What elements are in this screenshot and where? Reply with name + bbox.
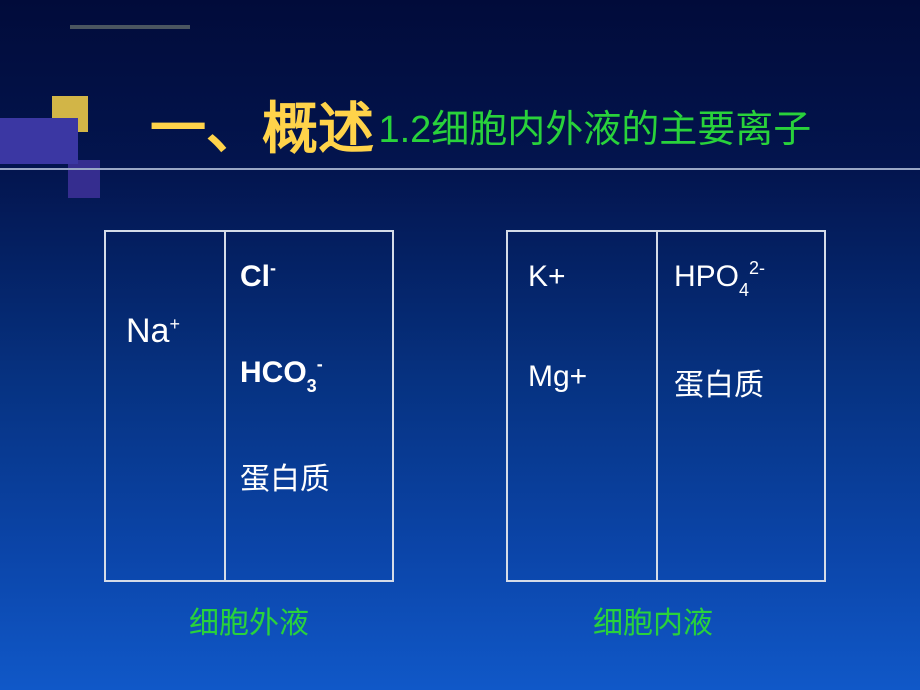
cell-cl-super: -: [270, 258, 276, 278]
cell-k-base: K+: [528, 260, 566, 293]
cell-na-super: +: [169, 314, 180, 334]
deco-purple-small: [68, 160, 100, 198]
table-extracellular: Na+ Cl- HCO3- 蛋白质: [104, 230, 394, 582]
deco-purple-rect: [0, 118, 78, 164]
table-right-divider: [656, 232, 658, 580]
slide: 一、概述 1.2细胞内外液的主要离子 Na+ Cl- HCO3- 蛋白质 细胞外…: [0, 0, 920, 690]
cell-hpo4-super: 2-: [749, 258, 765, 278]
table-left-divider: [224, 232, 226, 580]
cell-mg: Mg+: [528, 360, 587, 394]
caption-extracellular: 细胞外液: [164, 598, 334, 642]
cell-hco3: HCO3-: [240, 356, 323, 390]
cell-hpo4-base: HPO: [674, 260, 739, 293]
cell-protein-left: 蛋白质: [240, 454, 330, 498]
caption-intracellular: 细胞内液: [568, 598, 738, 642]
cell-hco3-super: -: [317, 354, 323, 374]
cell-hpo4-sub: 4: [739, 280, 749, 300]
table-intracellular: K+ Mg+ HPO42- 蛋白质: [506, 230, 826, 582]
cell-k: K+: [528, 260, 566, 294]
cell-na: Na+: [126, 312, 180, 351]
cell-protein-right: 蛋白质: [674, 360, 764, 404]
title-main: 一、概述: [150, 97, 374, 160]
cell-hco3-base: HCO: [240, 356, 307, 389]
title-underline: [0, 168, 920, 170]
cell-cl: Cl-: [240, 260, 276, 294]
top-line-deco: [70, 25, 190, 29]
title-sub: 1.2细胞内外液的主要离子: [378, 109, 811, 151]
cell-hpo4: HPO42-: [674, 260, 765, 294]
title-group: 一、概述 1.2细胞内外液的主要离子: [150, 84, 811, 165]
cell-mg-base: Mg+: [528, 360, 587, 393]
cell-hco3-sub: 3: [307, 376, 317, 396]
cell-cl-base: Cl: [240, 260, 270, 293]
cell-na-base: Na: [126, 312, 169, 350]
